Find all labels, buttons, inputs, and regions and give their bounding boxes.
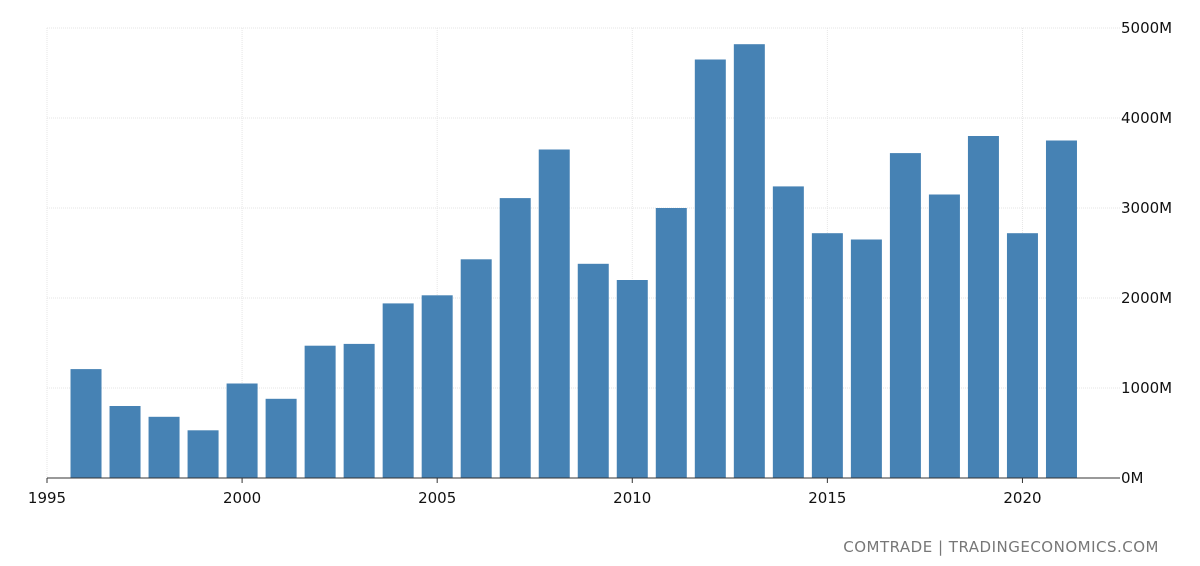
x-tick-label: 2015 xyxy=(808,489,846,507)
bar-2001 xyxy=(265,398,297,478)
bar-2021 xyxy=(1045,140,1077,478)
bar-2014 xyxy=(772,186,804,478)
source-credit: COMTRADE | TRADINGECONOMICS.COM xyxy=(843,538,1159,556)
y-tick-label: 2000M xyxy=(1121,289,1172,307)
x-tick-label: 2010 xyxy=(613,489,651,507)
bar-1999 xyxy=(187,430,219,478)
bar-1996 xyxy=(70,369,102,478)
y-tick-label: 0M xyxy=(1121,469,1144,487)
x-tick-label: 2005 xyxy=(418,489,456,507)
bar-2004 xyxy=(382,303,414,478)
bar-2005 xyxy=(421,295,453,478)
bar-2016 xyxy=(850,239,882,478)
bar-2006 xyxy=(460,259,492,478)
bar-1997 xyxy=(109,406,141,478)
bar-2020 xyxy=(1006,233,1038,478)
x-tick-label: 2020 xyxy=(1003,489,1041,507)
bar-2017 xyxy=(889,153,921,478)
bar-2015 xyxy=(811,233,843,478)
bar-2003 xyxy=(343,343,375,478)
x-tick-label: 2000 xyxy=(223,489,261,507)
bar-2002 xyxy=(304,345,336,478)
bar-2013 xyxy=(733,44,765,478)
bar-2007 xyxy=(499,198,531,478)
bar-2012 xyxy=(694,59,726,478)
bar-1998 xyxy=(148,416,180,478)
bar-2000 xyxy=(226,383,258,478)
x-tick-label: 1995 xyxy=(28,489,66,507)
bar-2019 xyxy=(967,136,999,478)
y-tick-label: 4000M xyxy=(1121,109,1172,127)
bar-2018 xyxy=(928,194,960,478)
bar-2009 xyxy=(577,263,609,478)
bar-2011 xyxy=(655,208,687,478)
y-tick-label: 3000M xyxy=(1121,199,1172,217)
bar-2010 xyxy=(616,280,648,478)
bar-2008 xyxy=(538,149,570,478)
y-tick-label: 1000M xyxy=(1121,379,1172,397)
y-tick-label: 5000M xyxy=(1121,19,1172,37)
